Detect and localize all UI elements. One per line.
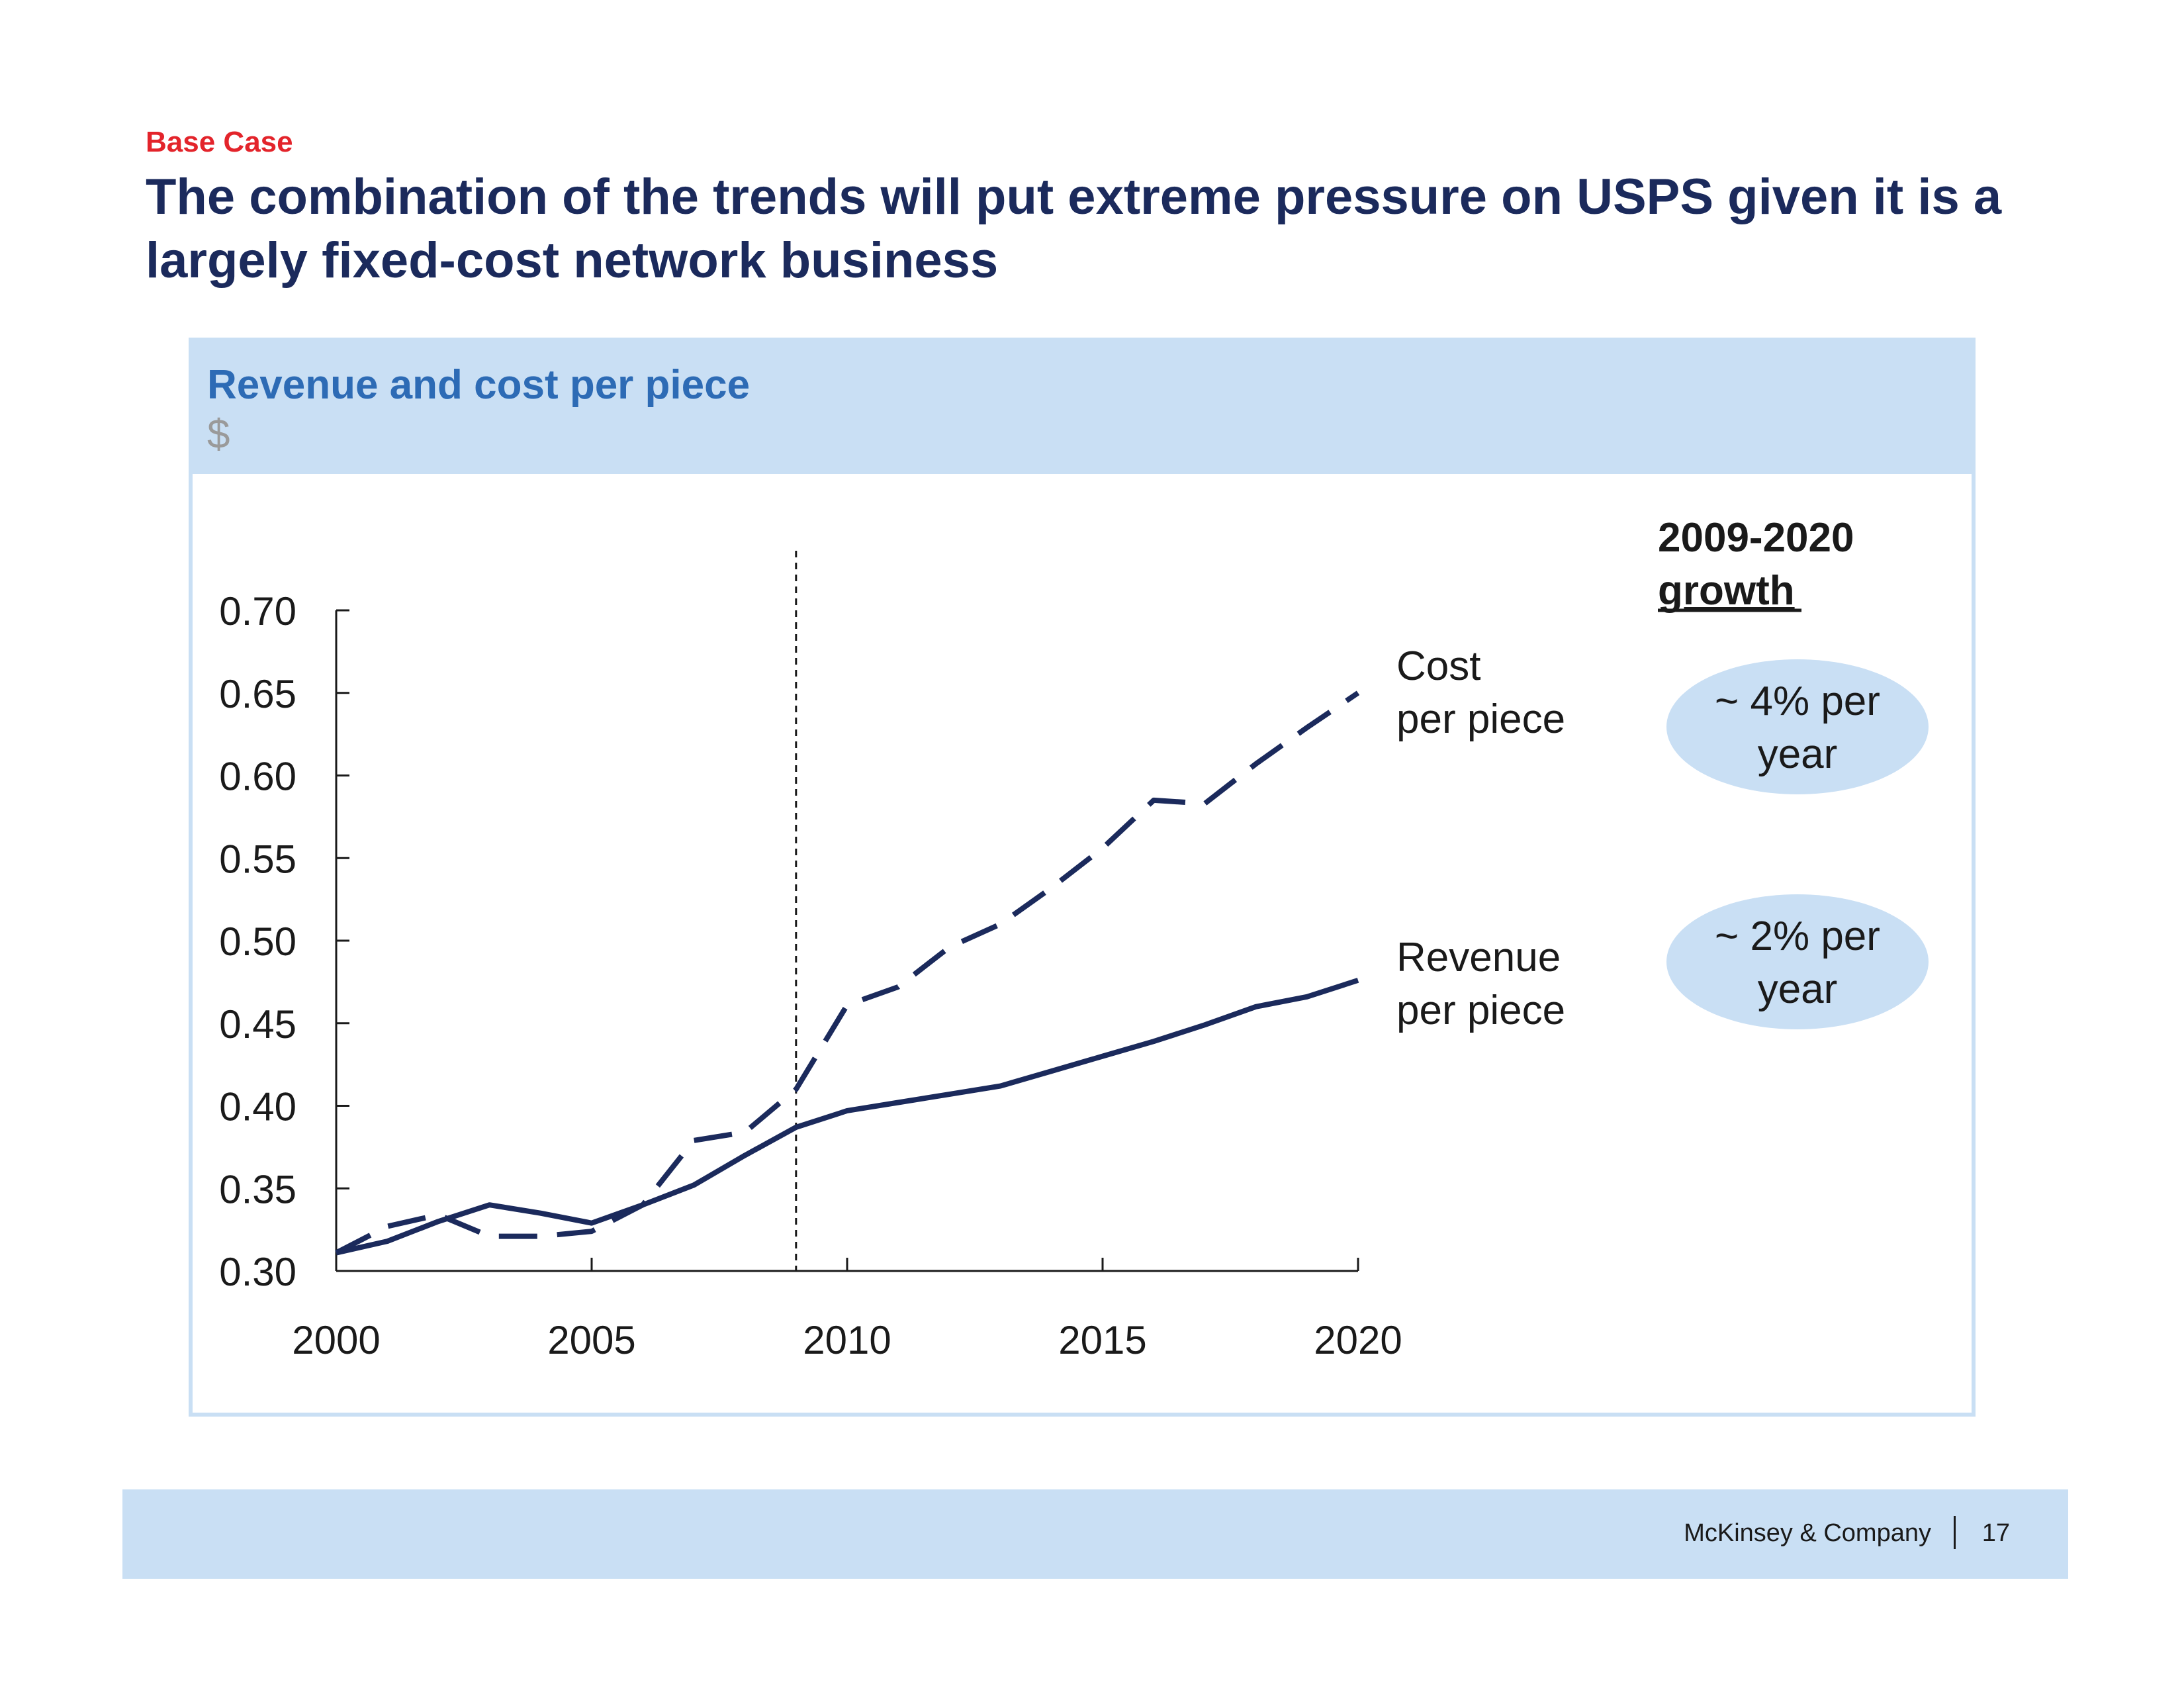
y-tick-label: 0.30 xyxy=(219,1250,296,1294)
x-tick-label: 2000 xyxy=(292,1318,380,1362)
revenue-per-piece-line xyxy=(336,978,1359,1256)
page-number: 17 xyxy=(1981,1519,2010,1547)
growth-badge-label: ~ 2% per xyxy=(1715,914,1880,959)
y-tick-label: 0.35 xyxy=(219,1167,296,1211)
growth-badge xyxy=(1666,659,1929,794)
x-tick-label: 2010 xyxy=(803,1318,891,1362)
series-label: Cost xyxy=(1396,643,1480,689)
growth-badge-label: ~ 4% per xyxy=(1715,679,1880,724)
slide-footer: McKinsey & Company 17 xyxy=(122,1489,2068,1579)
y-tick-label: 0.40 xyxy=(219,1085,296,1129)
growth-badge-label: year xyxy=(1758,731,1838,777)
cost-per-piece-line xyxy=(335,690,1360,1256)
chart-title: Revenue and cost per piece xyxy=(207,362,751,408)
footer-separator xyxy=(1954,1516,1956,1549)
scenario-tag: Base Case xyxy=(146,126,293,158)
chart-unit: $ xyxy=(207,412,230,457)
growth-header: growth xyxy=(1658,568,1795,614)
chart-panel: Revenue and cost per piece $ xyxy=(189,338,1976,1417)
chart-panel-header: Revenue and cost per piece $ xyxy=(193,342,1972,474)
growth-header: 2009-2020 xyxy=(1658,515,1854,561)
x-tick-label: 2005 xyxy=(547,1318,635,1362)
series-label: per piece xyxy=(1396,988,1565,1033)
x-tick-label: 2020 xyxy=(1314,1318,1402,1362)
y-tick-label: 0.70 xyxy=(219,589,296,633)
x-tick-label: 2015 xyxy=(1058,1318,1146,1362)
y-tick-label: 0.60 xyxy=(219,755,296,799)
y-tick-label: 0.65 xyxy=(219,672,296,716)
slide-headline: The combination of the trends will put e… xyxy=(146,169,2002,289)
growth-badge-label: year xyxy=(1758,966,1838,1012)
y-tick-label: 0.45 xyxy=(219,1002,296,1047)
growth-badge xyxy=(1666,894,1929,1029)
footer-brand: McKinsey & Company xyxy=(1684,1519,1931,1547)
series-label: per piece xyxy=(1396,696,1565,742)
y-tick-label: 0.55 xyxy=(219,837,296,881)
y-tick-label: 0.50 xyxy=(219,919,296,964)
series-label: Revenue xyxy=(1396,935,1561,980)
